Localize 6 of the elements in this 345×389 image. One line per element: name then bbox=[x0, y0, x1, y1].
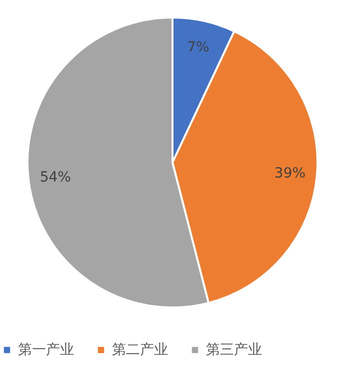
data-label: 39% bbox=[274, 166, 306, 182]
data-label: 7% bbox=[187, 39, 210, 56]
data-label: 54% bbox=[40, 169, 71, 186]
legend-label: 第三产业 bbox=[206, 342, 262, 358]
legend-label: 第二产业 bbox=[112, 342, 168, 358]
legend-label: 第一产业 bbox=[18, 342, 74, 358]
